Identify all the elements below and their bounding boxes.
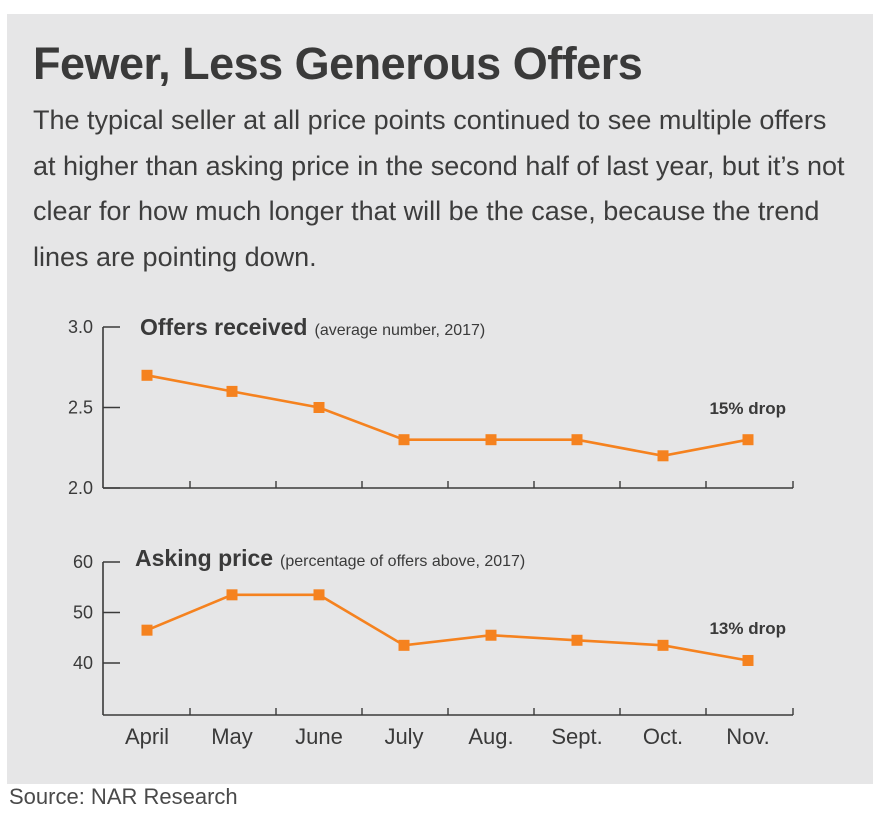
asking-price-title: Asking price (percentage of offers above,… bbox=[135, 545, 525, 571]
chart-panel bbox=[7, 14, 873, 784]
asking-price-annotation: 13% drop bbox=[709, 619, 786, 638]
x-label-sept: Sept. bbox=[551, 724, 602, 749]
asking-price-subtitle: (percentage of offers above, 2017) bbox=[280, 553, 525, 570]
x-label-july: July bbox=[384, 724, 423, 749]
source-note: Source: NAR Research bbox=[9, 784, 238, 809]
chart-subtitle: The typical seller at all price points c… bbox=[33, 105, 845, 272]
offers-point-april bbox=[141, 369, 153, 381]
asking-point-april bbox=[141, 624, 153, 636]
x-label-may: May bbox=[211, 724, 253, 749]
chart-title: Fewer, Less Generous Offers bbox=[33, 38, 643, 89]
offers-received-title: Offers received (average number, 2017) bbox=[140, 314, 485, 340]
asking-point-sept bbox=[571, 634, 583, 646]
offers-point-oct bbox=[657, 450, 669, 462]
offers-received-annotation: 15% drop bbox=[709, 399, 786, 418]
offers-received-title-text: Offers received bbox=[140, 314, 307, 340]
asking-point-july bbox=[398, 639, 410, 651]
offers-point-sept bbox=[571, 434, 583, 446]
x-label-june: June bbox=[295, 724, 343, 749]
offers-series-line bbox=[146, 374, 749, 458]
x-label-nov: Nov. bbox=[726, 724, 770, 749]
asking-point-oct bbox=[657, 639, 669, 651]
x-label-april: April bbox=[125, 724, 169, 749]
asking-point-june bbox=[313, 589, 325, 601]
offers-point-june bbox=[313, 402, 325, 413]
asking-price-chart: Asking price (percentage of offers above,… bbox=[73, 545, 794, 749]
asking-ytick-label-1: 50 bbox=[73, 603, 93, 623]
offers-point-nov bbox=[742, 434, 754, 446]
asking-price-title-text: Asking price bbox=[135, 545, 273, 571]
offers-received-chart: Offers received (average number, 2017) 15… bbox=[68, 314, 794, 498]
offers-ytick-label-1: 2.5 bbox=[68, 398, 93, 418]
asking-series-line bbox=[146, 593, 749, 662]
offers-point-july bbox=[398, 434, 410, 446]
asking-point-nov bbox=[742, 654, 754, 666]
asking-point-may bbox=[226, 589, 238, 601]
x-label-aug: Aug. bbox=[468, 724, 513, 749]
offers-received-subtitle: (average number, 2017) bbox=[314, 322, 485, 339]
offers-point-aug bbox=[485, 434, 497, 446]
asking-ytick-label-0: 60 bbox=[73, 552, 93, 572]
offers-ytick-label-0: 3.0 bbox=[68, 317, 93, 337]
asking-point-aug bbox=[485, 629, 497, 641]
x-label-oct: Oct. bbox=[643, 724, 683, 749]
asking-ytick-label-2: 40 bbox=[73, 653, 93, 673]
offers-point-may bbox=[226, 385, 238, 397]
offers-ytick-label-2: 2.0 bbox=[68, 478, 93, 498]
